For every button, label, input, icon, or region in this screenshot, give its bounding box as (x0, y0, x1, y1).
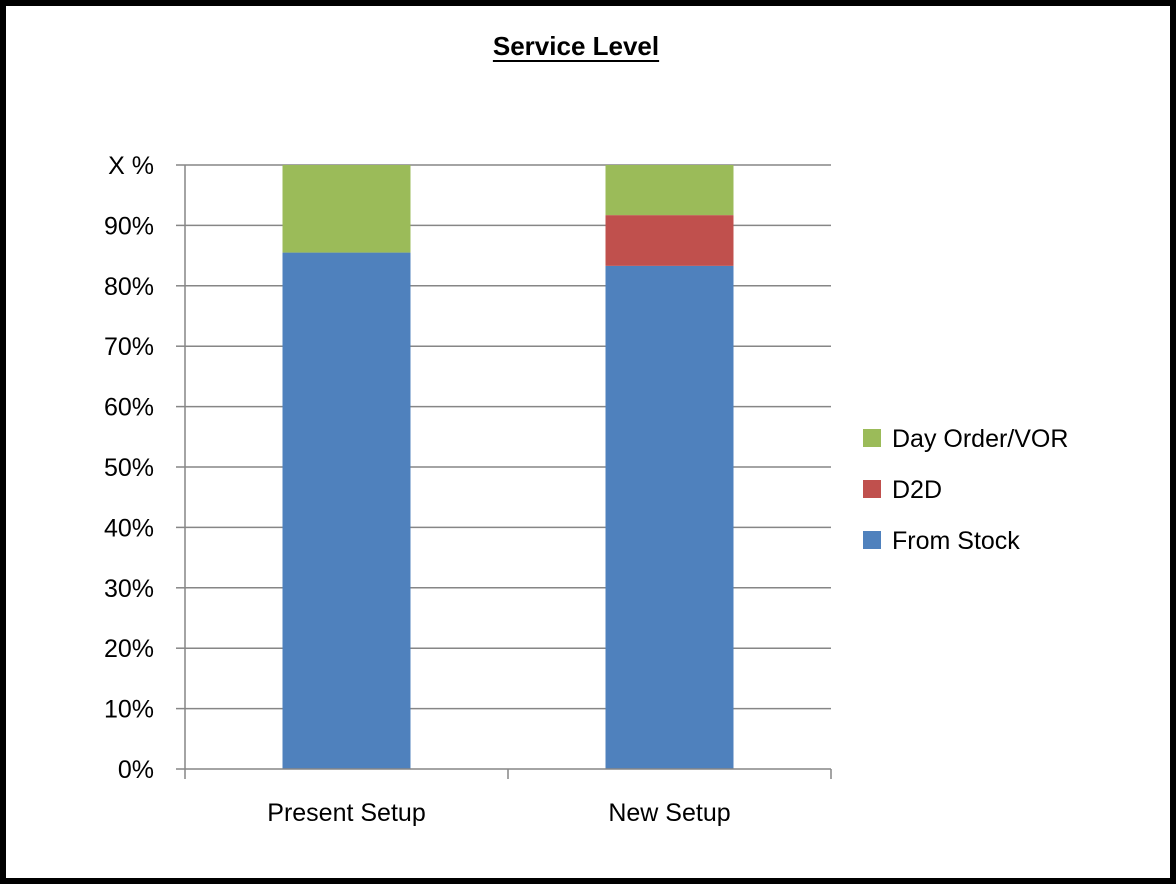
legend-swatch-from-stock (863, 531, 881, 549)
y-tick-label-100: X % (108, 152, 154, 180)
legend-swatch-day-order-vor (863, 429, 881, 447)
y-tick-label-30: 30% (104, 575, 154, 603)
legend-label-from-stock: From Stock (892, 527, 1020, 555)
y-tick-label-80: 80% (104, 273, 154, 301)
bar-new-setup-from-stock (605, 265, 734, 769)
legend-label-day-order-vor: Day Order/VOR (892, 425, 1068, 453)
x-tick-label-present-setup: Present Setup (267, 799, 425, 827)
chart-title: Service Level (493, 31, 659, 61)
gridlines (185, 164, 831, 710)
y-tick-label-50: 50% (104, 454, 154, 482)
y-tick-labels: 0% 10% 20% 30% 40% 50% 60% 70% 80% 90% X % (104, 152, 154, 784)
y-tick-label-60: 60% (104, 394, 154, 422)
legend: Day Order/VOR D2D From Stock (863, 425, 1068, 555)
bars (282, 165, 734, 769)
y-tick-label-10: 10% (104, 696, 154, 724)
y-tick-label-70: 70% (104, 333, 154, 361)
axes (176, 164, 832, 779)
bar-present-setup-from-stock (282, 252, 411, 769)
legend-swatch-d2d (863, 480, 881, 498)
bar-present-setup-day-order-vor (282, 165, 411, 253)
y-tick-label-20: 20% (104, 635, 154, 663)
x-tick-labels: Present Setup New Setup (267, 799, 730, 827)
x-tick-label-new-setup: New Setup (608, 799, 730, 827)
bar-new-setup-day-order-vor (605, 165, 734, 216)
y-tick-label-90: 90% (104, 212, 154, 240)
y-tick-label-40: 40% (104, 514, 154, 542)
legend-label-d2d: D2D (892, 476, 942, 504)
y-tick-label-0: 0% (118, 756, 154, 784)
bar-new-setup-d2d (605, 215, 734, 266)
